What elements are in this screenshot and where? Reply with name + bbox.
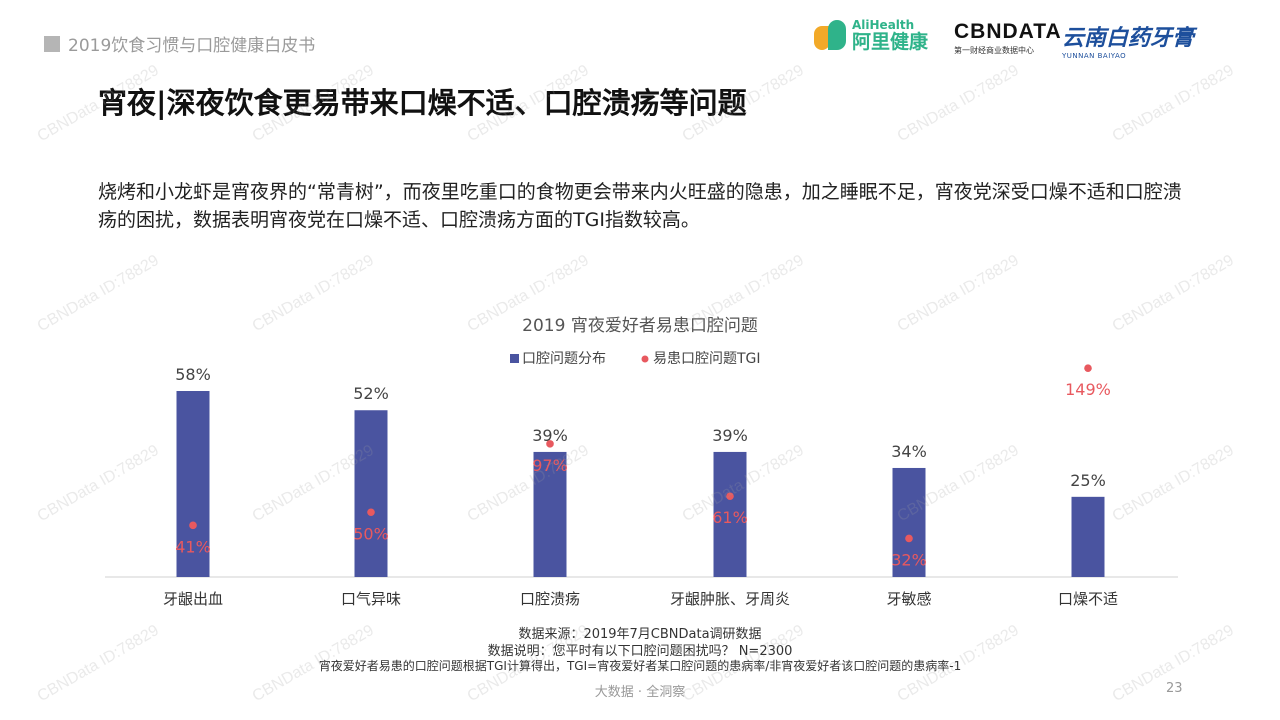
bar-value-label: 58% [175, 365, 211, 384]
bar [354, 410, 388, 577]
bar [533, 451, 567, 577]
x-axis-labels: 牙龈出血 口气异味 口腔溃疡 牙龈肿胀、牙周炎 牙敏感 口燥不适 [163, 590, 1118, 608]
tgi-dot [189, 521, 197, 530]
x-axis-label: 牙龈出血 [163, 590, 223, 608]
yunnan-logo-en: YUNNAN BAIYAO [1062, 52, 1127, 60]
bar [892, 467, 926, 577]
x-axis-label: 牙龈肿胀、牙周炎 [670, 590, 790, 608]
tgi-dot [726, 492, 734, 501]
tgi-value-label: 32% [891, 550, 927, 569]
bar-value-label: 52% [353, 384, 389, 403]
tgi-value-label: 97% [532, 456, 568, 475]
bar-value-label: 34% [891, 442, 927, 461]
header-square-icon [44, 35, 60, 52]
yunnan-baiyao-logo: 云南白药牙膏 YUNNAN BAIYAO [1062, 20, 1194, 60]
yunnan-logo-cn: 云南白药牙膏 [1062, 25, 1195, 51]
cbndata-logo-cn: 第一财经商业数据中心 [954, 46, 1034, 55]
tgi-dot [905, 534, 913, 543]
tgi-dot [367, 508, 375, 517]
alihealth-mark-icon [814, 18, 848, 52]
bar-value-label: 39% [532, 426, 568, 445]
data-description-note: 数据说明：您平时有以下口腔问题困扰吗？ N=2300 [487, 644, 793, 659]
bar [1071, 496, 1105, 577]
tgi-dot [1084, 364, 1092, 373]
report-title: 2019饮食习惯与口腔健康白皮书 [68, 36, 316, 56]
bar [713, 451, 747, 577]
chart: 2019 宵夜爱好者易患口腔问题 口腔问题分布 易患口腔问题TGI 58% 52%… [105, 316, 1178, 608]
intro-text: 烧烤和小龙虾是宵夜界的“常青树”，而夜里吃重口的食物更会带来内火旺盛的隐患，加之… [98, 181, 1182, 231]
footer-slogan: 大数据 · 全洞察 [594, 685, 686, 700]
x-axis-label: 口腔溃疡 [520, 590, 580, 608]
page-number: 23 [1166, 681, 1183, 696]
legend-swatch-dot [641, 355, 649, 363]
bar [176, 391, 210, 577]
legend-label-dot: 易患口腔问题TGI [653, 351, 761, 367]
tgi-value-label: 50% [353, 524, 389, 543]
x-axis-label: 口气异味 [341, 590, 401, 608]
alihealth-logo: AliHealth 阿里健康 [814, 18, 928, 52]
x-axis-label: 牙敏感 [886, 590, 931, 608]
report-header: 2019饮食习惯与口腔健康白皮书 [44, 31, 315, 56]
tgi-value-label: 41% [175, 537, 211, 556]
tgi-definition-note: 宵夜爱好者易患的口腔问题根据TGI计算得出，TGI=宵夜爱好者某口腔问题的患病率… [318, 659, 962, 673]
tgi-value-label: 61% [712, 508, 748, 527]
bar-value-label: 25% [1070, 471, 1106, 490]
legend-label-bar: 口腔问题分布 [522, 351, 606, 367]
chart-legend: 口腔问题分布 易患口腔问题TGI [510, 351, 761, 367]
bar-value-label: 39% [712, 426, 748, 445]
data-source-note: 数据来源：2019年7月CBNData调研数据 [518, 627, 762, 642]
tgi-dot [546, 440, 554, 448]
tgi-value-label: 149% [1065, 380, 1111, 399]
partner-logos: AliHealth 阿里健康 CBNDATA 第一财经商业数据中心 云南白药牙膏… [814, 18, 1204, 62]
alihealth-logo-en: AliHealth [852, 17, 915, 32]
cbndata-logo: CBNDATA 第一财经商业数据中心 [954, 20, 1062, 56]
bars-layer: 58% 52% 39% 39% 34% 25% [175, 365, 1106, 577]
legend-swatch-bar [510, 354, 519, 363]
chart-title: 2019 宵夜爱好者易患口腔问题 [522, 316, 758, 336]
page-title: 宵夜|深夜饮食更易带来口燥不适、口腔溃疡等问题 [98, 86, 747, 120]
alihealth-logo-cn: 阿里健康 [852, 30, 929, 53]
cbndata-logo-en: CBNDATA [954, 20, 1062, 43]
x-axis-label: 口燥不适 [1058, 590, 1118, 608]
tgi-dots-layer: 41% 50% 97% 61% 32% 149% [175, 364, 1111, 569]
